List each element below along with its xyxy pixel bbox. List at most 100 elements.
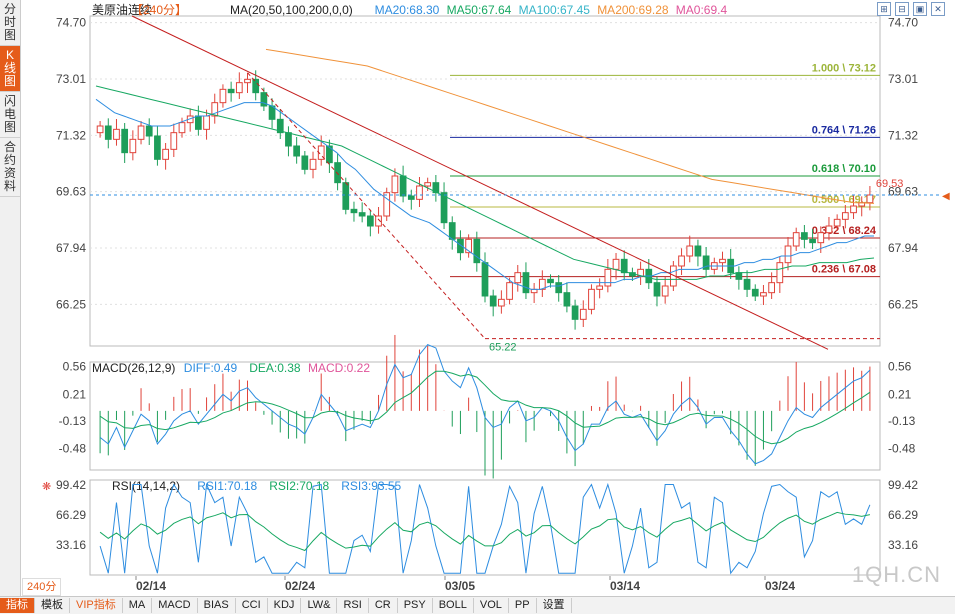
macd-tick-left: -0.48 <box>59 442 87 456</box>
bottom-tab-6[interactable]: CCI <box>236 598 268 613</box>
candle-body <box>391 175 399 194</box>
bottom-tab-4[interactable]: MACD <box>152 598 198 613</box>
side-tab-0[interactable]: 分时图 <box>0 0 20 46</box>
side-tab-3[interactable]: 合约资料 <box>0 138 20 197</box>
rsi-tick-left: 66.29 <box>56 508 86 522</box>
candle-body <box>686 245 694 257</box>
candle-body <box>416 185 423 200</box>
bottom-tab-3[interactable]: MA <box>123 598 153 613</box>
candle-body <box>596 285 604 290</box>
fib-label: 0.764 \ 71.26 <box>812 124 876 136</box>
candle-body <box>538 278 546 290</box>
macd-diff: DIFF:0.49 <box>184 361 238 375</box>
macd-header: MACD(26,12,9) <box>92 361 175 375</box>
bottom-tab-0[interactable]: 指标 <box>0 598 35 613</box>
candle-body <box>866 194 874 204</box>
watermark-logo: 1QH.CN <box>851 562 941 587</box>
main-pane-frame <box>89 15 881 347</box>
bottom-tab-13[interactable]: VOL <box>474 598 509 613</box>
candle-body <box>407 195 415 200</box>
candle-body <box>358 212 366 217</box>
candle-body <box>211 102 219 117</box>
candle-body <box>694 245 702 257</box>
candle-body <box>702 255 710 270</box>
fib-label: 0.236 \ 67.08 <box>812 264 876 276</box>
candle-body <box>227 88 235 94</box>
macd-tick-right: 0.56 <box>888 360 912 374</box>
price-tick-left: 67.94 <box>56 241 86 255</box>
bottom-tab-7[interactable]: KDJ <box>268 598 302 613</box>
candle-body <box>760 292 767 297</box>
candle-body <box>506 282 513 300</box>
date-label: 02/14 <box>136 579 166 593</box>
candle-body <box>776 262 784 284</box>
price-tick-left: 66.25 <box>56 297 86 311</box>
bottom-tab-5[interactable]: BIAS <box>198 598 236 613</box>
period-badge[interactable]: 240分 <box>22 578 62 596</box>
chart-toolbar-icons: ⊞ ⊟ ▣ ✕ <box>877 2 945 16</box>
candle-body <box>498 298 505 307</box>
bottom-tab-12[interactable]: BOLL <box>433 598 474 613</box>
candle-body <box>285 132 292 147</box>
candle-body <box>719 258 726 264</box>
candle-body <box>489 295 497 307</box>
rsi-header: RSI(14,14,2) <box>112 479 180 493</box>
shrink-icon[interactable]: ▣ <box>913 2 927 16</box>
bottom-tab-1[interactable]: 模板 <box>35 598 70 613</box>
candle-body <box>162 148 169 160</box>
expand-icon[interactable]: ⊞ <box>877 2 891 16</box>
bottom-tab-9[interactable]: RSI <box>337 598 369 613</box>
candle-body <box>825 225 833 234</box>
ma0-value: MA0:69.4 <box>676 3 728 17</box>
rsi1-value: RSI1:70.18 <box>197 479 257 493</box>
candle-body <box>178 122 186 134</box>
rsi1-line <box>99 511 871 552</box>
macd-diff-line <box>99 344 871 465</box>
candle-body <box>555 282 563 294</box>
rsi-tick-right: 66.29 <box>888 508 918 522</box>
macd-dea-line <box>99 370 871 445</box>
bottom-tab-2[interactable]: VIP指标 <box>70 598 123 613</box>
candle-body <box>850 205 857 214</box>
macd-tick-right: -0.48 <box>888 442 916 456</box>
candle-body <box>457 238 464 254</box>
overlay-icon[interactable]: ⊟ <box>895 2 909 16</box>
bottom-tab-10[interactable]: CR <box>369 598 398 613</box>
candle-body <box>170 132 178 150</box>
ma-header: MA(20,50,100,200,0,0) <box>230 3 353 17</box>
candle-body <box>522 272 530 294</box>
candle-body <box>448 222 456 240</box>
candle-body <box>104 125 112 140</box>
candle-body <box>833 218 841 227</box>
candle-body <box>203 115 210 130</box>
rsi-pane-frame <box>89 479 881 576</box>
candle-body <box>604 268 612 287</box>
candle-body <box>334 162 341 184</box>
period-label: 【240分】 <box>131 3 187 17</box>
candle-body <box>252 78 260 94</box>
close-icon[interactable]: ✕ <box>931 2 945 16</box>
bottom-tab-15[interactable]: 设置 <box>537 598 572 613</box>
candle-body <box>653 282 661 297</box>
fib-label: 0.618 \ 70.10 <box>812 163 876 175</box>
macd-tick-right: 0.21 <box>888 387 912 401</box>
candle-body <box>383 192 391 217</box>
rsi3-line <box>99 482 871 575</box>
candle-body <box>473 238 481 264</box>
candle-body <box>678 255 685 267</box>
rsi2-value: RSI2:70.18 <box>269 479 329 493</box>
candle-body <box>547 278 554 284</box>
candle-body <box>137 125 145 140</box>
date-label: 03/05 <box>445 579 475 593</box>
bottom-tab-8[interactable]: LW& <box>301 598 338 613</box>
date-label: 03/24 <box>765 579 795 593</box>
bottom-tab-11[interactable]: PSY <box>398 598 433 613</box>
bottom-tab-14[interactable]: PP <box>509 598 537 613</box>
macd-dea: DEA:0.38 <box>249 361 301 375</box>
indicator-tab-bar: 指标 模板 VIP指标 MA MACD BIAS CCI KDJ LW& RSI CR PSY BOLL… <box>0 596 955 614</box>
candle-body <box>219 88 227 104</box>
side-tab-2[interactable]: 闪电图 <box>0 92 20 138</box>
candle-body <box>841 212 849 220</box>
kline-chart[interactable]: 美原油连续【240分】 MA(20,50,100,200,0,0) MA20:68.… <box>20 0 955 596</box>
